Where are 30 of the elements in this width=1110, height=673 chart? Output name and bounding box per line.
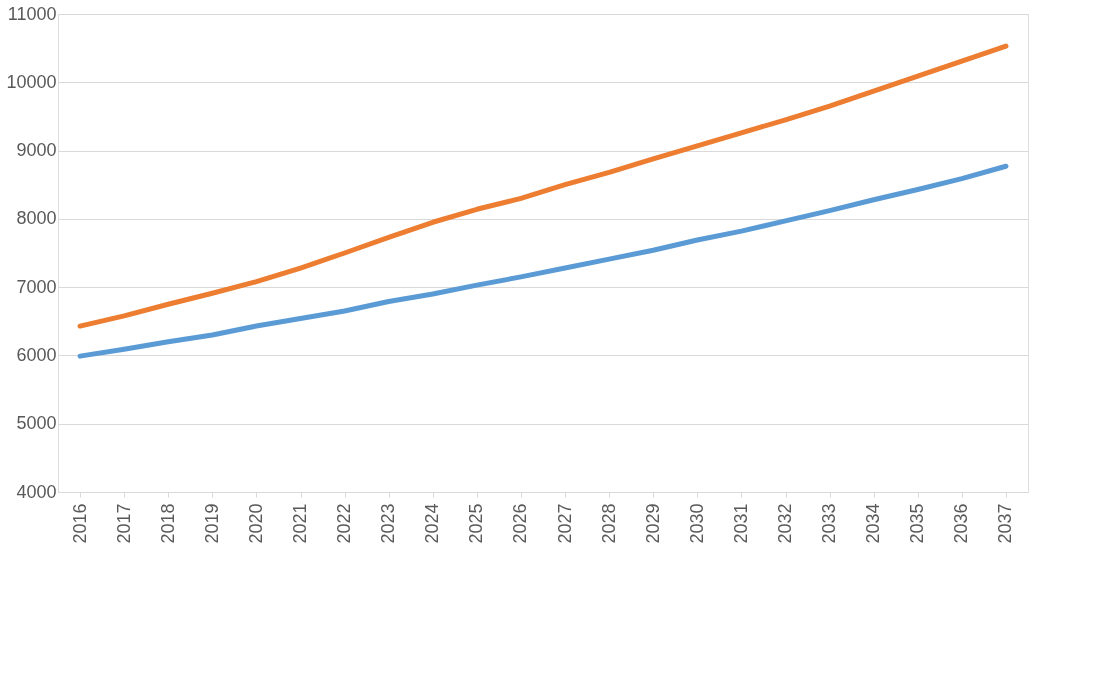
x-tick-label: 2029 (642, 503, 663, 544)
y-tick-label: 7000 (16, 276, 57, 297)
y-tick-label: 5000 (16, 413, 57, 434)
y-tick-label: 10000 (6, 71, 57, 92)
x-tick-label: 2021 (290, 503, 310, 544)
x-tick-label: 2035 (907, 503, 928, 544)
x-tick-label: 2026 (510, 503, 531, 544)
y-tick-label: 11000 (7, 3, 57, 24)
x-tick-label: 2016 (69, 503, 90, 544)
x-tick-label: 2020 (245, 503, 266, 544)
x-tick-label: 2037 (995, 503, 1016, 544)
x-tick-label: 2023 (378, 503, 399, 544)
x-tick-label: 2036 (951, 503, 972, 544)
x-tick-label: 2022 (334, 503, 355, 544)
x-tick-label: 2025 (466, 503, 487, 544)
x-tick-label: 2019 (201, 503, 222, 544)
x-tick-label: 2027 (554, 503, 575, 544)
x-tick-label: 2034 (863, 503, 884, 544)
y-tick-label: 4000 (16, 481, 57, 502)
x-tick-label: 2033 (819, 503, 840, 544)
x-tick-label: 2028 (598, 503, 619, 544)
x-tick-label: 2024 (422, 503, 443, 544)
y-tick-label: 6000 (16, 344, 57, 365)
x-tick-label: 2031 (730, 503, 751, 544)
y-tick-label: 9000 (16, 140, 57, 161)
x-tick-label: 2032 (775, 503, 795, 544)
y-tick-label: 8000 (16, 208, 57, 229)
x-tick-label: 2017 (113, 503, 134, 544)
x-tick-label: 2030 (686, 503, 707, 544)
x-tick-label: 2018 (157, 503, 178, 544)
